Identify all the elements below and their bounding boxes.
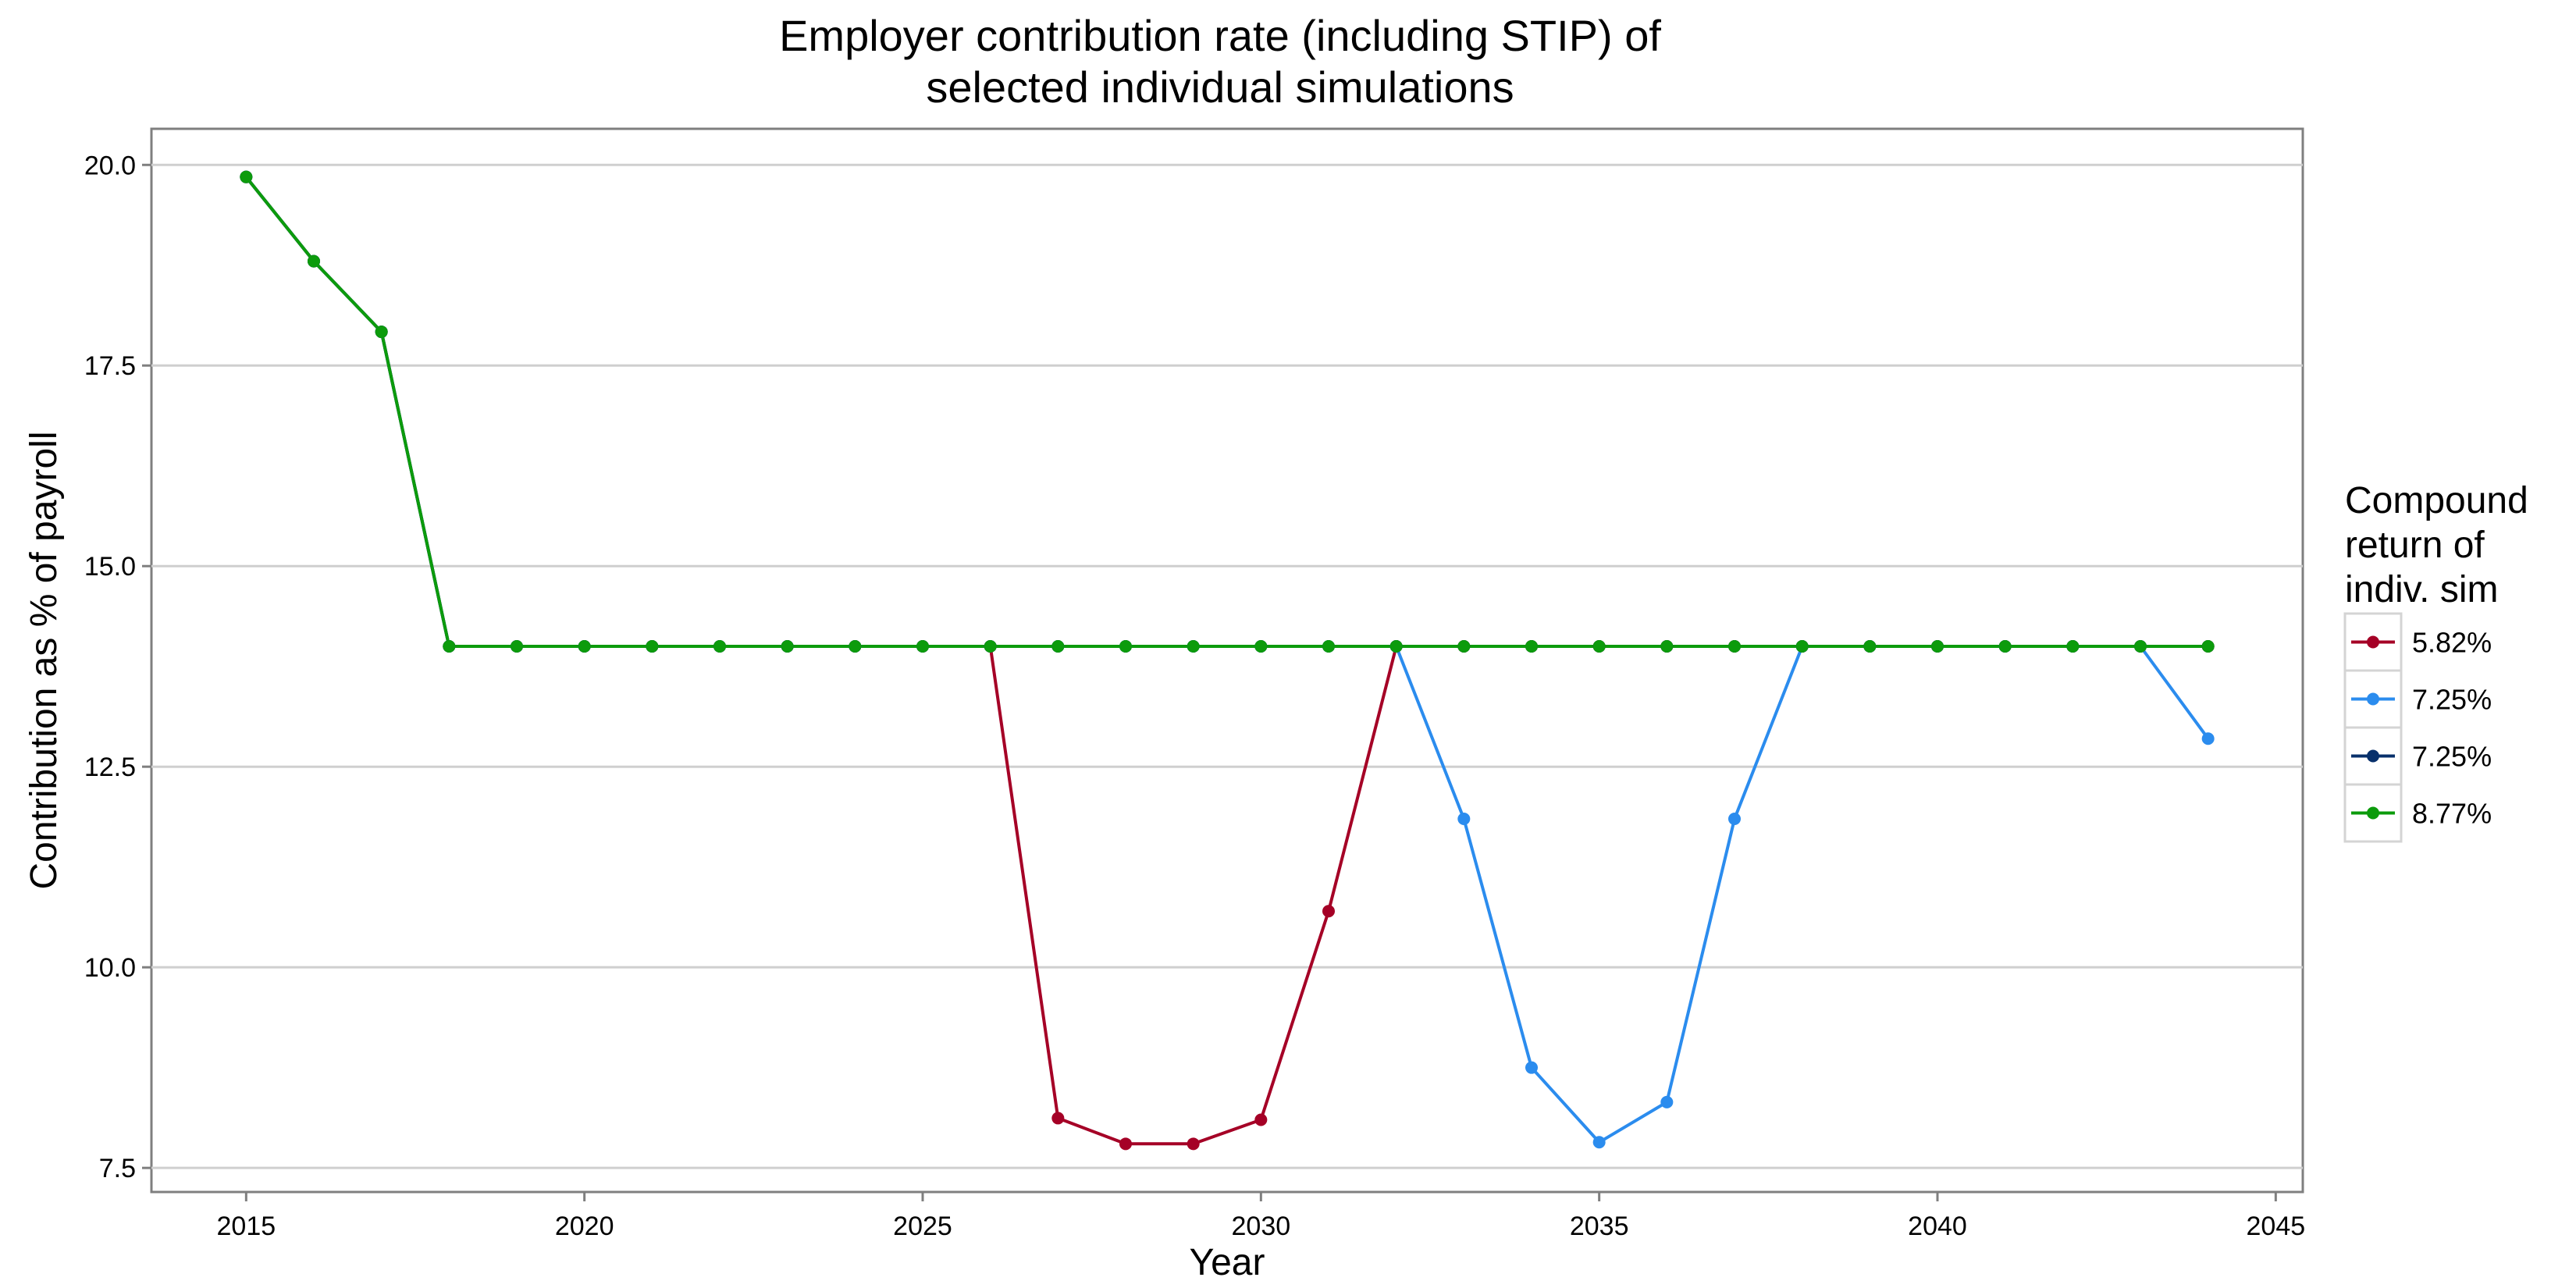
legend-title-line-1: Compound — [2345, 480, 2528, 521]
data-points — [240, 170, 2215, 1151]
data-point — [1187, 640, 1200, 653]
legend-key-point-1 — [2367, 692, 2379, 706]
y-tick-label: 10.0 — [84, 953, 136, 983]
data-point — [1389, 640, 1403, 653]
y-tick-label: 20.0 — [84, 151, 136, 180]
data-point — [984, 640, 997, 653]
data-point — [1322, 905, 1335, 918]
y-tick-label: 7.5 — [99, 1154, 136, 1183]
legend-keys: 5.82% 7.25% 7.25% 8.77% — [2343, 612, 2492, 843]
x-axis-title: Year — [1190, 1242, 1265, 1283]
data-point — [1931, 640, 1944, 653]
data-point — [1051, 640, 1065, 653]
legend-key-point-3 — [2367, 806, 2379, 820]
data-point — [1119, 1137, 1132, 1151]
y-tick-label: 12.5 — [84, 753, 136, 782]
plot-panel — [150, 127, 2304, 1194]
data-point — [1728, 813, 1741, 826]
y-tick-label: 17.5 — [84, 351, 136, 381]
data-point — [1525, 1061, 1538, 1074]
series-line-3 — [244, 176, 2208, 648]
x-tick-label: 2025 — [893, 1212, 952, 1241]
data-point — [916, 640, 929, 653]
data-point — [2201, 732, 2215, 745]
legend-key-point-2 — [2367, 749, 2379, 763]
chart-title-line-1: Employer contribution rate (including ST… — [779, 11, 1661, 60]
y-axis-ticks: 7.5 10.0 12.5 15.0 17.5 20.0 — [84, 151, 151, 1183]
legend-title-line-3: indiv. sim — [2345, 569, 2498, 610]
data-point — [1254, 640, 1268, 653]
data-point — [1592, 640, 1606, 653]
data-point — [1457, 813, 1471, 826]
data-point — [1119, 640, 1132, 653]
data-point — [1795, 640, 1809, 653]
data-point — [1863, 640, 1877, 653]
x-tick-label: 2045 — [2247, 1212, 2306, 1241]
data-point — [2201, 640, 2215, 653]
legend-label: 7.25% — [2412, 684, 2492, 716]
data-point — [1457, 640, 1471, 653]
data-point — [1322, 640, 1335, 653]
data-point — [1051, 1112, 1065, 1125]
data-point — [1187, 1137, 1200, 1151]
data-point — [443, 640, 456, 653]
data-point — [849, 640, 862, 653]
data-point — [1254, 1113, 1268, 1126]
gridlines — [151, 163, 2303, 1169]
data-point — [1525, 640, 1538, 653]
x-tick-label: 2015 — [217, 1212, 276, 1241]
data-point — [646, 640, 659, 653]
data-point — [375, 326, 388, 339]
chart-title-line-2: selected individual simulations — [926, 62, 1514, 112]
data-point — [578, 640, 591, 653]
x-tick-label: 2035 — [1570, 1212, 1629, 1241]
legend-label: 5.82% — [2412, 627, 2492, 659]
legend-title-line-2: return of — [2345, 525, 2485, 566]
data-point — [1728, 640, 1741, 653]
x-tick-label: 2030 — [1232, 1212, 1291, 1241]
y-axis-title: Contribution as % of payroll — [23, 432, 65, 890]
data-point — [2134, 640, 2147, 653]
data-point — [511, 640, 523, 653]
legend-label: 7.25% — [2412, 741, 2492, 773]
data-point — [713, 640, 726, 653]
data-point — [240, 170, 253, 183]
x-axis-ticks: 2015 2020 2025 2030 2035 2040 2045 — [217, 1192, 2306, 1241]
x-tick-label: 2020 — [555, 1212, 614, 1241]
y-tick-label: 15.0 — [84, 552, 136, 582]
series-lines — [244, 176, 2210, 1146]
data-point — [781, 640, 794, 653]
data-point — [1998, 640, 2012, 653]
data-point — [1660, 640, 1674, 653]
data-point — [308, 254, 320, 268]
legend: Compound return of indiv. sim 5.82% 7.25%… — [2343, 480, 2528, 843]
x-tick-label: 2040 — [1908, 1212, 1967, 1241]
legend-key-point-0 — [2367, 635, 2379, 649]
data-point — [1592, 1136, 1606, 1149]
legend-label: 8.77% — [2412, 798, 2492, 830]
data-point — [2066, 640, 2080, 653]
data-point — [1660, 1095, 1674, 1108]
